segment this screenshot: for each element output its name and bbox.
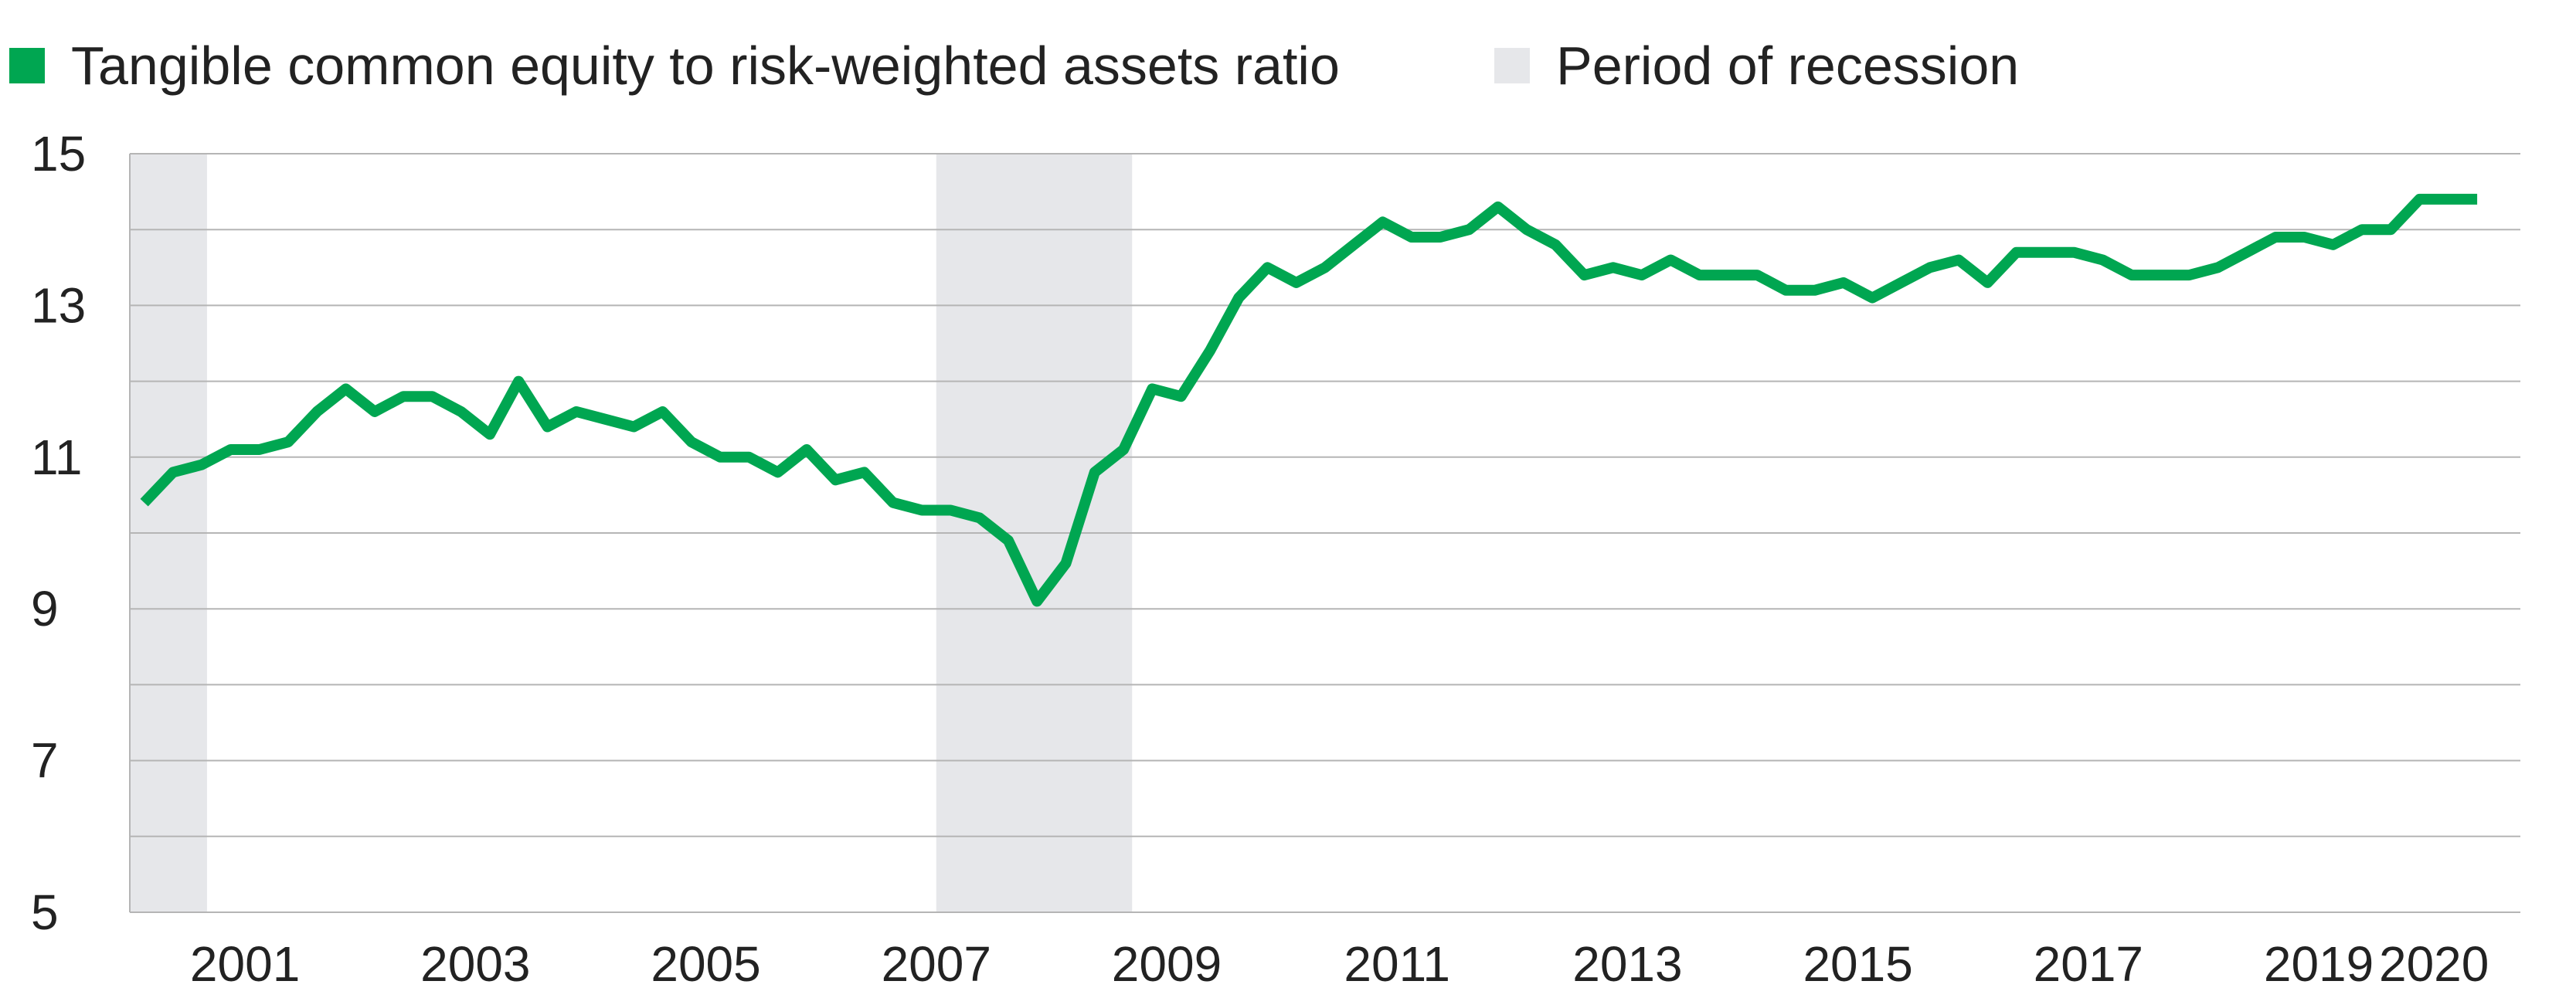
legend-swatch-series (9, 48, 45, 83)
y-tick-label-7: 7 (31, 733, 59, 789)
legend-label-series: Tangible common equity to risk-weighted … (71, 36, 1340, 96)
y-tick-label-13: 13 (31, 277, 86, 333)
series-line-1 (140, 193, 2478, 607)
y-tick-label-9: 9 (31, 581, 59, 636)
x-tick-label-2009: 2009 (1112, 936, 1222, 992)
x-tick-label-2011: 2011 (1344, 936, 1450, 992)
y-tick-label-11: 11 (31, 429, 82, 485)
y-axis-tick-labels: 5 7 9 11 13 15 (31, 126, 86, 940)
y-tick-label-5: 5 (31, 884, 59, 940)
x-tick-label-2007: 2007 (882, 936, 991, 992)
x-tick-label-2015: 2015 (1803, 936, 1912, 992)
x-tick-label-2017: 2017 (2034, 936, 2143, 992)
legend-label-recession: Period of recession (1556, 36, 2020, 96)
legend-item-recession: Period of recession (1494, 23, 2019, 108)
y-tick-label-15: 15 (31, 126, 86, 182)
x-tick-label-2003: 2003 (420, 936, 530, 992)
x-tick-label-2005: 2005 (651, 936, 760, 992)
x-tick-label-2001: 2001 (190, 936, 300, 992)
x-tick-label-2019: 2019 (2264, 936, 2374, 992)
x-tick-label-2013: 2013 (1572, 936, 1682, 992)
gridlines (129, 153, 2520, 913)
series-lines (140, 193, 2478, 607)
x-axis-tick-labels: 2001 2003 2005 2007 2009 2011 2013 2015 2017 2019… (190, 936, 2489, 992)
x-tick-label-2020: 2020 (2379, 936, 2489, 992)
legend-swatch-recession (1494, 48, 1530, 83)
legend: Tangible common equity to risk-weighted … (0, 23, 2576, 108)
legend-item-series: Tangible common equity to risk-weighted … (9, 23, 1340, 108)
